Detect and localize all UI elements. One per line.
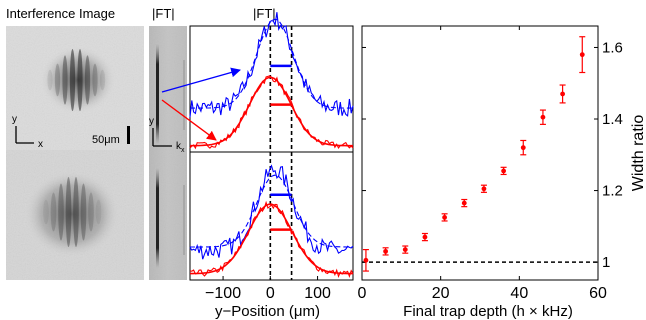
- profile-panel-top: [189, 12, 354, 153]
- fringe-top: [62, 55, 68, 105]
- profile-blue-noisy: [189, 12, 354, 118]
- fringe-bottom: [80, 183, 87, 241]
- fringe-bottom: [50, 192, 57, 232]
- data-point: [461, 198, 468, 208]
- scatter-xtick-label: 40: [510, 285, 528, 302]
- fringe-bottom: [95, 199, 102, 225]
- interference-image-title: Interference Image: [6, 6, 115, 21]
- data-point: [559, 84, 566, 104]
- fringe-top: [92, 63, 98, 97]
- profile-red-smooth: [190, 76, 353, 147]
- profile-panel-bottom: [189, 151, 354, 281]
- profile-red-noisy: [189, 200, 354, 278]
- ft-strip: y kx: [149, 26, 187, 280]
- data-marker: [383, 248, 388, 254]
- profile-xlabel: y−Position (μm): [215, 303, 320, 320]
- data-marker: [442, 214, 447, 220]
- arrow-blue: [161, 67, 241, 93]
- fringe-bottom: [43, 199, 49, 225]
- fringe-bottom: [73, 176, 79, 248]
- interference-image-bottom: [6, 150, 144, 280]
- scale-bar: 50μm: [92, 126, 130, 146]
- data-marker: [402, 247, 408, 252]
- ft-axis-y-label: y: [149, 116, 154, 127]
- scatter-ytick-label: 1: [602, 254, 610, 271]
- image-axes-indicator: y x: [12, 114, 43, 150]
- fringe-bottom: [58, 183, 64, 241]
- fringe-top: [77, 48, 83, 112]
- fringes-top: [47, 48, 106, 112]
- profile-red-smooth: [190, 203, 353, 275]
- arrow-red: [161, 99, 217, 141]
- data-point: [579, 36, 586, 74]
- scatter-ytick-label: 1.4: [602, 111, 623, 128]
- fringe-top: [69, 48, 76, 112]
- scatter-ylabel: Width ratio: [630, 115, 646, 192]
- data-marker: [501, 168, 506, 174]
- data-marker: [481, 186, 487, 192]
- scale-bar-label: 50μm: [92, 134, 120, 146]
- profile-blue-noisy: [189, 164, 354, 260]
- data-point: [402, 245, 409, 254]
- data-point: [421, 232, 428, 242]
- scatter-xtick-label: 0: [358, 285, 367, 302]
- data-marker: [560, 91, 565, 97]
- data-point: [480, 184, 487, 193]
- data-marker: [422, 234, 428, 240]
- data-point: [500, 166, 507, 176]
- data-point: [382, 247, 389, 256]
- profile-panel-frame: [189, 25, 354, 153]
- data-marker: [461, 200, 467, 206]
- ft-profiles-title: |FT|: [253, 6, 276, 21]
- fringe-bottom: [65, 176, 72, 248]
- width-ratio-plot: 0 20 40 60 1 1.2 1.4 1.6 Final trap depth (h × k…: [358, 25, 646, 320]
- ft-axis-kx-label: kx: [176, 141, 185, 154]
- profile-blue-dashed: [190, 18, 353, 109]
- scatter-ytick-label: 1.6: [602, 39, 623, 56]
- scatter-xtick-label: 60: [589, 285, 607, 302]
- profile-xtick-label: −100: [205, 285, 241, 302]
- ft-strip-title: |FT|: [152, 6, 175, 21]
- profile-panel-frame: [189, 151, 354, 281]
- data-marker: [363, 257, 369, 263]
- data-marker: [520, 145, 526, 151]
- scatter-xtick-label: 20: [432, 285, 450, 302]
- data-point: [441, 213, 448, 222]
- data-point: [539, 109, 546, 125]
- data-marker: [579, 52, 585, 58]
- interference-image-top: [6, 26, 144, 150]
- scatter-xlabel: Final trap depth (h × kHz): [403, 303, 573, 320]
- profile-blue-dashed: [190, 174, 353, 248]
- profile-xtick-label: 0: [266, 285, 275, 302]
- image-axis-y-label: y: [12, 114, 17, 125]
- data-point: [362, 248, 369, 272]
- fringe-top: [47, 69, 53, 91]
- fringe-top: [99, 69, 106, 91]
- fringe-top: [54, 63, 61, 97]
- fringe-bottom: [88, 192, 94, 232]
- data-point: [520, 139, 527, 156]
- fringe-top: [84, 55, 91, 105]
- scatter-frame: [361, 25, 599, 281]
- data-marker: [540, 114, 546, 120]
- scatter-ytick-label: 1.2: [602, 183, 623, 200]
- profile-xtick-label: 100: [304, 285, 331, 302]
- image-axis-x-label: x: [38, 139, 43, 150]
- fringes-bottom: [43, 176, 102, 248]
